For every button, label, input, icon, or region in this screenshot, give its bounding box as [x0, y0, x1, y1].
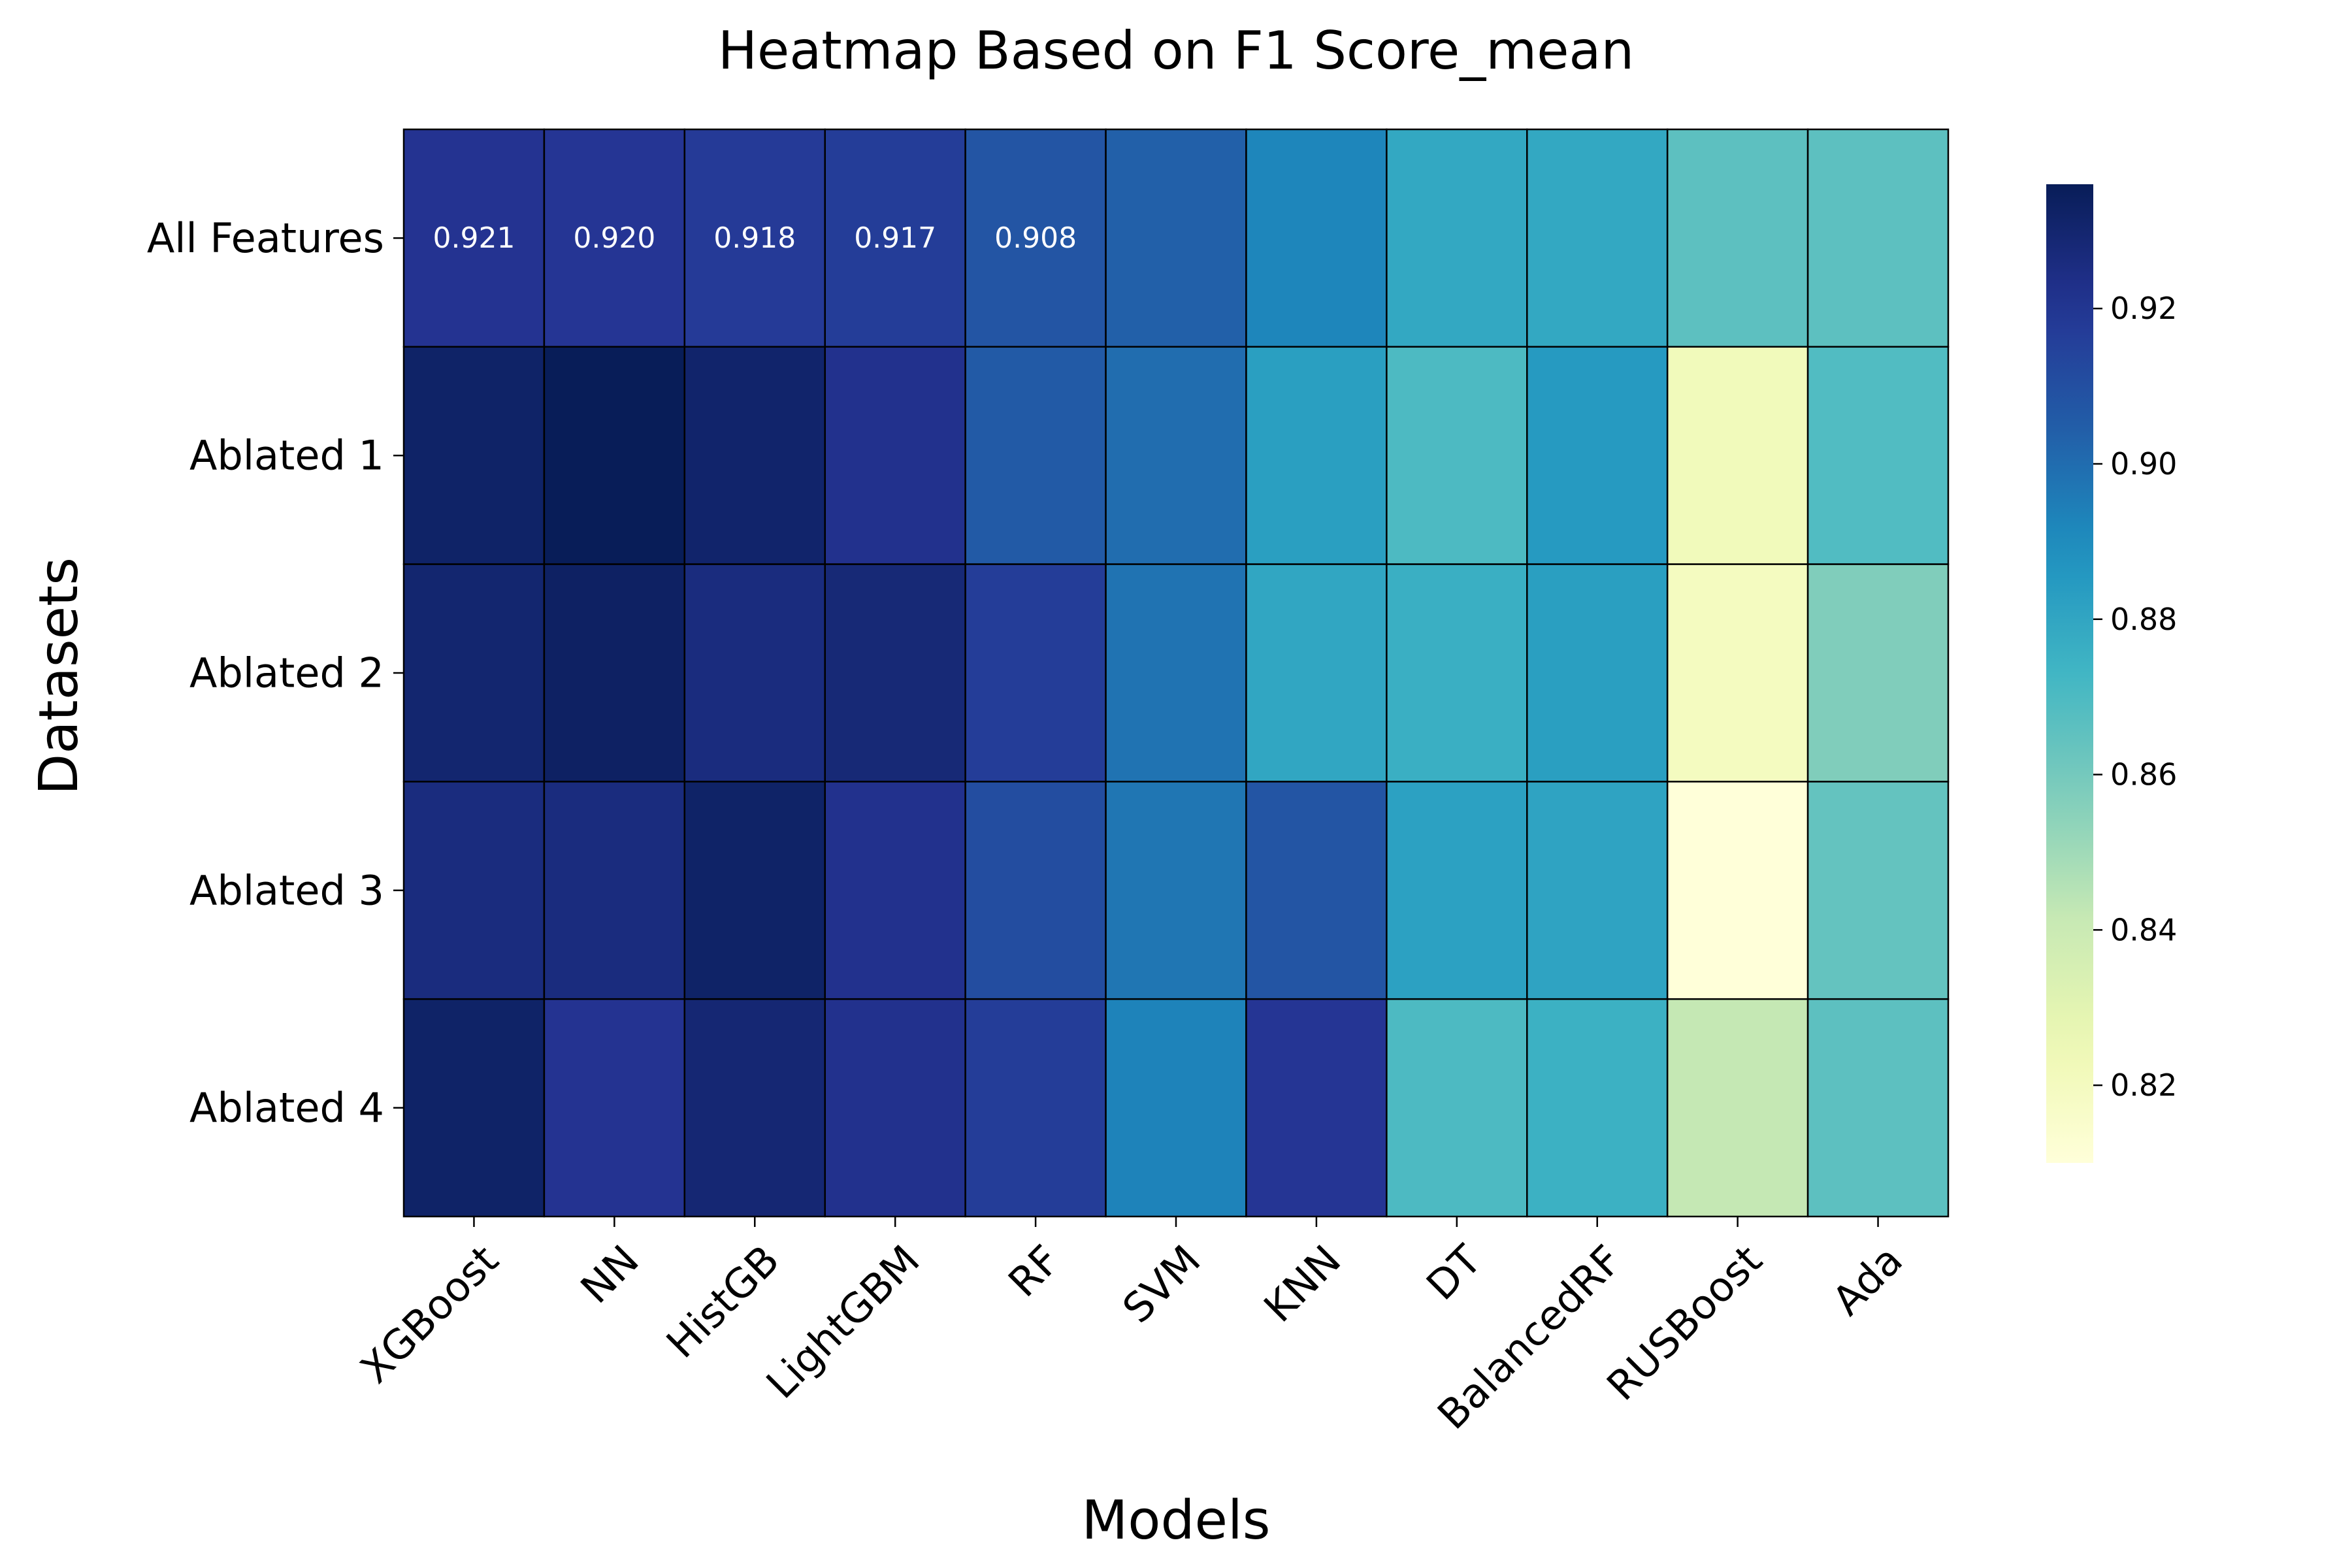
heatmap-cell: [964, 128, 1107, 348]
heatmap-cell: [1105, 998, 1247, 1218]
cell-annotation: 0.921: [433, 221, 515, 255]
cell-annotation: 0.908: [994, 221, 1077, 255]
heatmap-cell: [1806, 781, 1950, 1000]
heatmap-cell: [1806, 128, 1950, 348]
x-tick-label: KNN: [1254, 1236, 1350, 1331]
heatmap-cell: [1245, 346, 1388, 565]
heatmap-cell: [1386, 128, 1528, 348]
colorbar-tick-label: 0.86: [2110, 757, 2177, 792]
cell-annotation: 0.920: [573, 221, 655, 255]
y-axis-title: Datasets: [28, 557, 90, 795]
heatmap-cell: [543, 781, 686, 1000]
heatmap-cell: [1105, 781, 1247, 1000]
heatmap-cell: [1526, 998, 1669, 1218]
heatmap-cell: [824, 346, 966, 565]
colorbar-tick-label: 0.92: [2110, 291, 2177, 326]
heatmap-cell: [1386, 998, 1528, 1218]
heatmap-cell: [402, 781, 546, 1000]
heatmap-cell: [824, 781, 966, 1000]
colorbar-tick-label: 0.88: [2110, 602, 2177, 637]
heatmap-cell: [964, 998, 1107, 1218]
x-tick-label: HistGB: [657, 1236, 789, 1367]
heatmap-cell: [1806, 346, 1950, 565]
heatmap-cell: [1105, 128, 1247, 348]
y-tick-label: Ablated 3: [189, 866, 384, 914]
heatmap-cell: [1386, 563, 1528, 783]
y-tick-label: Ablated 2: [189, 649, 384, 697]
heatmap-cell: [1245, 563, 1388, 783]
y-axis: All Features Ablated 1 Ablated 2 Ablated 3 A…: [147, 214, 404, 1132]
colorbar-tick-label: 0.84: [2110, 912, 2177, 947]
heatmap-cell: [683, 346, 826, 565]
heatmap-cell: [1245, 128, 1388, 348]
heatmap-cell: [1666, 781, 1809, 1000]
heatmap-cell: [1386, 346, 1528, 565]
heatmap-cell: [543, 128, 686, 348]
heatmap-cell: [1666, 563, 1809, 783]
x-axis-title: Models: [1082, 1490, 1271, 1552]
heatmap-cell: [402, 346, 546, 565]
colorbar-tick-label: 0.90: [2110, 446, 2177, 482]
heatmap-cell: [1526, 346, 1669, 565]
heatmap-cell: [1245, 781, 1388, 1000]
x-tick-label: LightGBM: [757, 1236, 929, 1408]
heatmap-cell: [683, 781, 826, 1000]
heatmap-cell: [683, 998, 826, 1218]
heatmap-cell: [1105, 346, 1247, 565]
cell-annotation: 0.917: [854, 221, 936, 255]
heatmap-cell: [964, 563, 1107, 783]
heatmap-cell: [1245, 998, 1388, 1218]
x-tick-label: RUSBoost: [1597, 1236, 1771, 1410]
heatmap-cell: [543, 998, 686, 1218]
heatmap-cell: [683, 563, 826, 783]
colorbar: 0.82 0.84 0.86 0.88 0.90 0.92: [2046, 184, 2177, 1163]
x-tick-label: SVM: [1113, 1236, 1209, 1332]
heatmap-cell: [543, 346, 686, 565]
cell-annotation: 0.918: [713, 221, 796, 255]
colorbar-tick-label: 0.82: [2110, 1068, 2177, 1103]
heatmap-cell: [402, 563, 546, 783]
x-tick-label: XGBoost: [351, 1236, 507, 1392]
heatmap-cell: [1806, 998, 1950, 1218]
heatmap-cell: [1526, 781, 1669, 1000]
heatmap-cell: [1806, 563, 1950, 783]
heatmap-cell: [824, 998, 966, 1218]
y-tick-label: All Features: [147, 214, 384, 262]
heatmap-cell: [824, 128, 966, 348]
heatmap-cell: [1666, 998, 1809, 1218]
heatmap-cell: [1386, 781, 1528, 1000]
heatmap-cell: [1526, 563, 1669, 783]
heatmap-cell: [402, 128, 546, 348]
x-tick-label: DT: [1417, 1235, 1491, 1309]
x-tick-label: NN: [572, 1236, 648, 1313]
heatmap-cell: [402, 998, 546, 1218]
chart-title: Heatmap Based on F1 Score_mean: [718, 20, 1634, 81]
heatmap-cells: [402, 128, 1950, 1218]
heatmap-cell: [683, 128, 826, 348]
x-tick-label: RF: [999, 1236, 1069, 1306]
heatmap-cell: [543, 563, 686, 783]
heatmap-cell: [824, 563, 966, 783]
heatmap-cell: [1666, 128, 1809, 348]
colorbar-gradient: [2046, 184, 2093, 1163]
cell-annotations: 0.921 0.920 0.918 0.917 0.908: [433, 221, 1077, 255]
heatmap-cell: [1526, 128, 1669, 348]
heatmap-cell: [964, 781, 1107, 1000]
x-tick-label: Ada: [1823, 1236, 1912, 1325]
heatmap-cell: [964, 346, 1107, 565]
y-tick-label: Ablated 4: [189, 1084, 384, 1132]
y-tick-label: Ablated 1: [189, 432, 384, 480]
heatmap-cell: [1105, 563, 1247, 783]
heatmap-cell: [1666, 346, 1809, 565]
